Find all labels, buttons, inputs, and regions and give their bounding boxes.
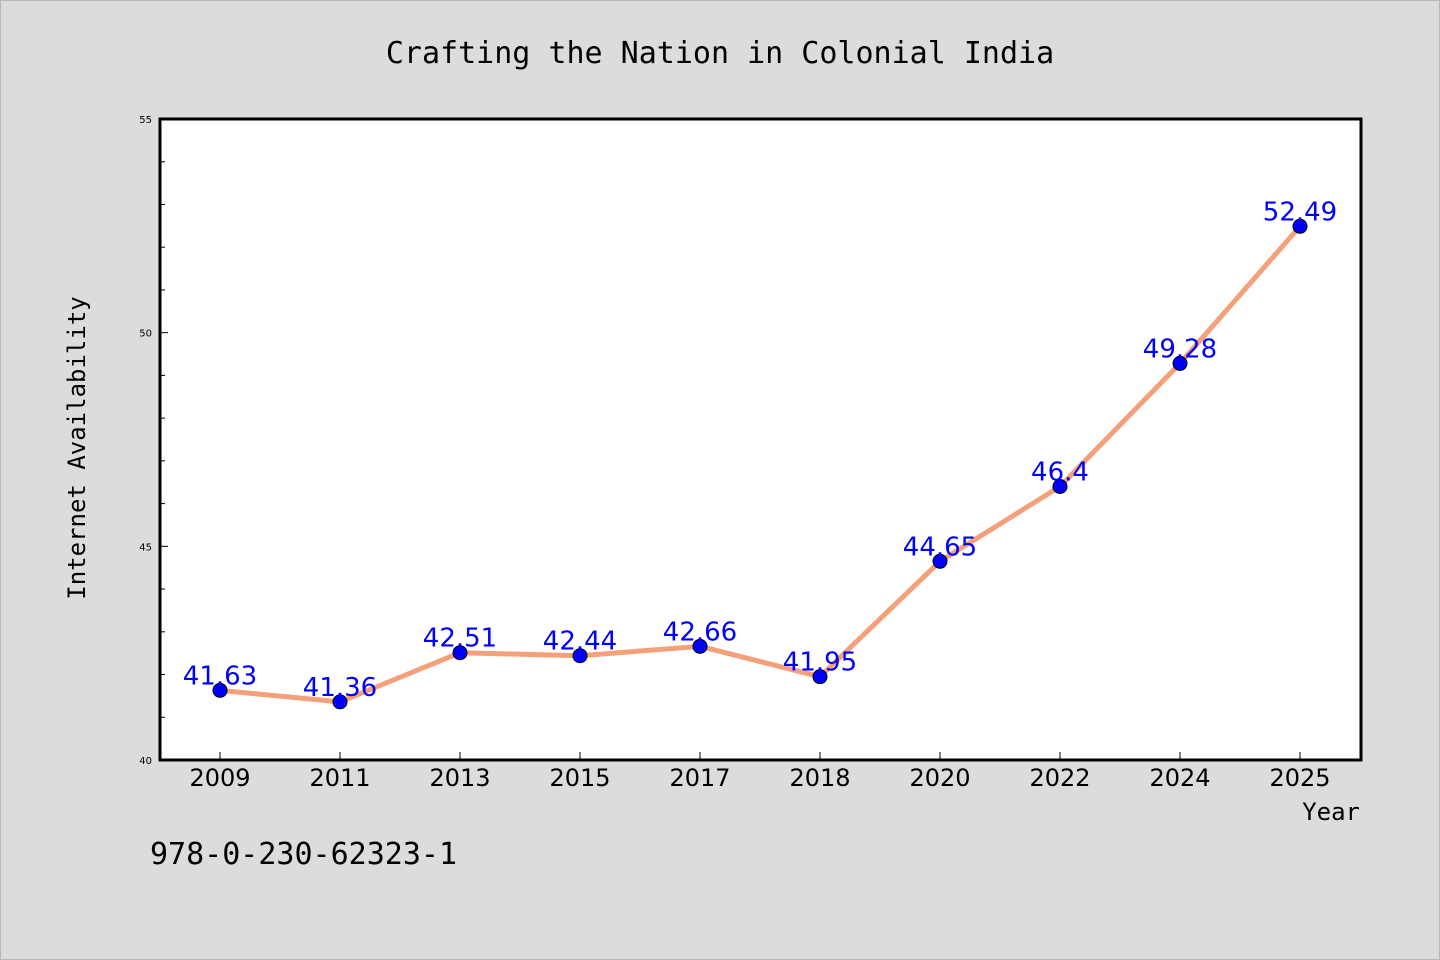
x-axis-label: Year xyxy=(1302,798,1360,826)
x-tick-label: 2022 xyxy=(1029,764,1090,792)
x-tick-label: 2018 xyxy=(789,764,850,792)
data-label: 44.65 xyxy=(903,532,977,562)
y-tick-label: 40 xyxy=(139,756,152,767)
data-point xyxy=(572,648,588,664)
y-tick-label: 45 xyxy=(139,542,152,553)
x-tick-label: 2025 xyxy=(1269,764,1330,792)
data-point xyxy=(1292,218,1308,234)
data-point xyxy=(692,638,708,654)
y-axis-label: Internet Availability xyxy=(63,296,91,599)
data-point xyxy=(212,682,228,698)
plot-area xyxy=(158,117,1363,762)
data-label: 41.36 xyxy=(303,673,377,703)
data-label: 52.49 xyxy=(1263,197,1337,227)
data-labels: 41.63 41.36 42.51 42.44 42.66 41.95 44.65 46.4 4… xyxy=(183,197,1337,703)
data-label: 49.28 xyxy=(1143,334,1217,364)
series-line xyxy=(219,224,1302,705)
x-tick-label: 2020 xyxy=(909,764,970,792)
isbn-text: 978-0-230-62323-1 xyxy=(150,837,457,872)
data-markers xyxy=(212,218,1308,710)
x-tick-label: 2011 xyxy=(309,764,370,792)
data-label: 42.44 xyxy=(543,627,617,657)
data-label: 46.4 xyxy=(1031,458,1089,488)
chart-title: Crafting the Nation in Colonial India xyxy=(386,36,1054,71)
data-label: 41.63 xyxy=(183,661,257,691)
data-point xyxy=(1052,479,1068,495)
x-axis: 2009 2011 2013 2015 2017 2018 2020 2022 2024 2025 xyxy=(189,752,1331,792)
y-tick-label: 55 xyxy=(139,115,152,126)
y-tick-label: 50 xyxy=(139,329,152,340)
data-label: 42.51 xyxy=(423,624,497,654)
x-tick-label: 2015 xyxy=(549,764,610,792)
x-tick-label: 2017 xyxy=(669,764,730,792)
data-point xyxy=(932,553,948,569)
y-axis: 40 45 50 55 xyxy=(139,115,168,767)
x-tick-label: 2013 xyxy=(429,764,490,792)
data-point xyxy=(332,694,348,710)
data-label: 41.95 xyxy=(783,648,857,678)
data-point xyxy=(1172,355,1188,371)
x-tick-label: 2009 xyxy=(189,764,250,792)
data-label: 42.66 xyxy=(663,617,737,647)
x-tick-label: 2024 xyxy=(1149,764,1210,792)
data-point xyxy=(812,669,828,685)
data-point xyxy=(452,645,468,661)
